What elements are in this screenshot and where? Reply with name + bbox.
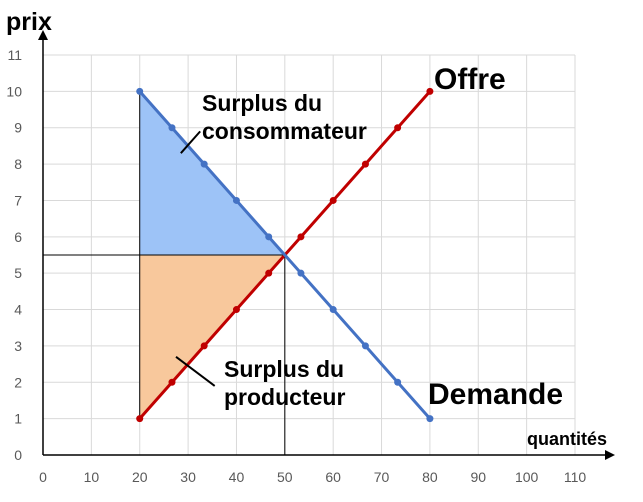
point-demande-3: [232, 196, 240, 204]
producer-pointer-line: [175, 356, 216, 387]
equilibrium-guides: [43, 91, 286, 455]
point-offre-4: [265, 269, 273, 277]
y-tick-label-0: 0: [14, 447, 22, 463]
point-demande-8: [394, 378, 402, 386]
point-offre-6: [329, 196, 337, 204]
y-tick-label-9: 9: [14, 120, 22, 136]
point-offre-2: [200, 342, 208, 350]
demand-series-label: Demande: [428, 378, 563, 411]
y-tick-label-5: 5: [14, 265, 22, 281]
point-demande-2: [200, 160, 208, 168]
producer-surplus-label-line2: producteur: [224, 384, 345, 410]
x-tick-label-40: 40: [229, 469, 245, 485]
y-axis-arrow: [38, 30, 48, 40]
x-tick-label-20: 20: [132, 469, 148, 485]
y-tick-label-6: 6: [14, 229, 22, 245]
y-tick-label-4: 4: [14, 302, 22, 318]
point-offre-5: [297, 233, 305, 241]
consumer-surplus-label-line1: Surplus du: [202, 90, 322, 116]
point-demande-5: [297, 269, 305, 277]
supply-series-label: Offre: [434, 63, 506, 96]
consumer-pointer-line: [180, 130, 201, 154]
y-tick-label-11: 11: [7, 47, 22, 63]
x-tick-label-90: 90: [470, 469, 486, 485]
x-tick-label-30: 30: [180, 469, 196, 485]
x-tick-label-60: 60: [325, 469, 341, 485]
point-demande-0: [136, 87, 144, 95]
x-axis-title: quantités: [527, 429, 607, 449]
point-offre-0: [136, 415, 144, 423]
y-tick-label-8: 8: [14, 156, 22, 172]
grid: [43, 54, 576, 455]
y-axis-title: prix: [6, 8, 52, 36]
x-tick-label-0: 0: [39, 469, 47, 485]
point-demande-1: [168, 124, 176, 132]
point-demande-7: [361, 342, 369, 350]
tick-labels: 0 10 20 30 40 50 60 70 80 90 100 110 0 1 2 3 4 5 6 7 8 9 10 11: [6, 47, 586, 485]
y-tick-label-3: 3: [14, 338, 22, 354]
x-axis-arrow: [605, 450, 615, 460]
y-tick-label-1: 1: [14, 411, 22, 427]
x-tick-label-50: 50: [277, 469, 293, 485]
x-tick-label-10: 10: [84, 469, 100, 485]
point-offre-7: [361, 160, 369, 168]
axes: [38, 30, 615, 460]
x-tick-label-110: 110: [564, 469, 587, 485]
point-offre-9: [426, 87, 434, 95]
x-tick-label-70: 70: [374, 469, 390, 485]
consumer-surplus-label-line2: consommateur: [202, 118, 367, 144]
y-tick-label-10: 10: [6, 83, 22, 99]
point-demande-9: [426, 415, 434, 423]
x-tick-label-80: 80: [422, 469, 438, 485]
x-tick-label-100: 100: [515, 469, 539, 485]
point-demande-6: [329, 306, 337, 314]
point-offre-8: [394, 124, 402, 132]
y-tick-label-7: 7: [14, 192, 22, 208]
point-demande-4: [265, 233, 273, 241]
annotations: [175, 130, 216, 387]
point-offre-1: [168, 378, 176, 386]
producer-surplus-label-line1: Surplus du: [224, 356, 344, 382]
point-offre-3: [232, 306, 240, 314]
y-tick-label-2: 2: [14, 374, 22, 390]
